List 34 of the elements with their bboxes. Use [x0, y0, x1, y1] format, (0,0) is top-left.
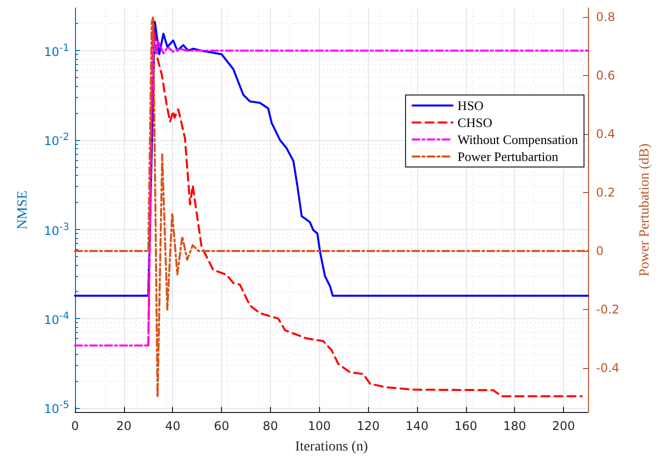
y-tick-label: 10$^{-3}$ [44, 220, 70, 238]
x-tick-label: 80 [262, 419, 278, 433]
y2-tick-label: 0.2 [596, 185, 616, 200]
x-tick-label: 200 [552, 419, 576, 433]
x-tick-label: 160 [454, 419, 478, 433]
y2-tick-label: 0.8 [596, 10, 616, 24]
line-series [147, 19, 583, 398]
x-tick-label: 20 [116, 419, 132, 433]
x-tick-label: 0 [71, 419, 79, 433]
y2-tick-label: -0.2 [596, 302, 620, 317]
x-tick-label: 60 [214, 419, 230, 433]
legend-label: Without Compensation [458, 132, 578, 147]
legend-label: CHSO [458, 115, 492, 130]
y2-tick-label: 0.6 [596, 68, 616, 82]
y-tick-label: 10$^{-2}$ [44, 131, 70, 148]
y2-tick-label: -0.4 [596, 361, 620, 376]
x-tick-label: 120 [356, 419, 380, 433]
y-tick-label: 10$^{-1}$ [44, 42, 70, 60]
legend-label: Power Pertubartion [458, 149, 559, 164]
y-axis-title: NMSE [16, 190, 30, 230]
y2-tick-label: 0 [596, 244, 604, 258]
x-tick-label: 40 [165, 419, 180, 433]
x-tick-label: 140 [406, 419, 428, 433]
x-axis-title: Iterations (n) [295, 440, 368, 454]
y-tick-label: 10$^{-5}$ [44, 399, 70, 416]
x-tick-label: 180 [503, 419, 526, 433]
y2-axis-title: Power Pertubation (dB) [638, 143, 652, 276]
y2-tick-label: 0.4 [596, 126, 616, 141]
line-series [74, 16, 589, 398]
line-series [74, 29, 589, 346]
legend-label: HSO [458, 98, 484, 113]
x-tick-label: 100 [308, 419, 331, 433]
line-series [74, 20, 589, 297]
y-tick-label: 10$^{-4}$ [44, 310, 70, 328]
